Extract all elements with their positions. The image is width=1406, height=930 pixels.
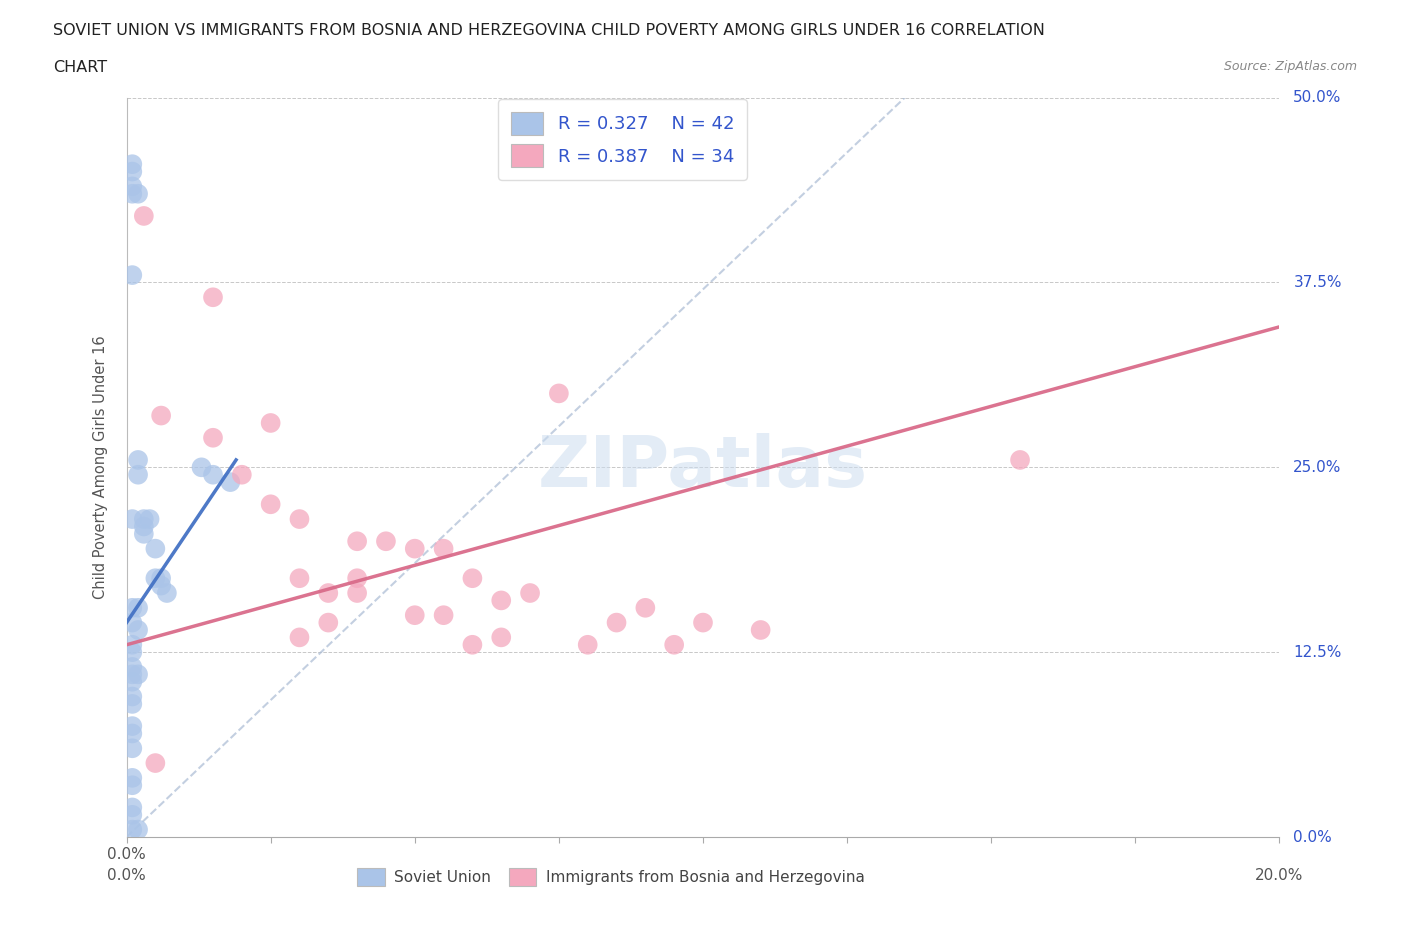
- Point: [288, 630, 311, 644]
- Point: [121, 186, 143, 201]
- Point: [121, 674, 143, 689]
- Point: [127, 186, 149, 201]
- Point: [433, 608, 456, 623]
- Point: [127, 822, 149, 837]
- Point: [121, 268, 143, 283]
- Text: SOVIET UNION VS IMMIGRANTS FROM BOSNIA AND HERZEGOVINA CHILD POVERTY AMONG GIRLS: SOVIET UNION VS IMMIGRANTS FROM BOSNIA A…: [53, 23, 1045, 38]
- Point: [121, 777, 143, 792]
- Point: [121, 697, 143, 711]
- Point: [433, 541, 456, 556]
- Point: [145, 571, 166, 586]
- Point: [138, 512, 160, 526]
- Point: [121, 689, 143, 704]
- Point: [288, 512, 311, 526]
- Point: [202, 431, 225, 445]
- Point: [489, 630, 512, 644]
- Point: [489, 593, 512, 608]
- Point: [1008, 453, 1031, 468]
- Point: [374, 534, 398, 549]
- Point: [127, 467, 149, 482]
- Point: [634, 601, 657, 616]
- Point: [121, 800, 143, 815]
- Point: [692, 615, 714, 630]
- Point: [150, 571, 173, 586]
- Point: [121, 822, 143, 837]
- Point: [121, 659, 143, 674]
- Point: [150, 408, 173, 423]
- Point: [121, 726, 143, 741]
- Text: 0.0%: 0.0%: [107, 868, 146, 883]
- Text: 20.0%: 20.0%: [1256, 868, 1303, 883]
- Point: [231, 467, 253, 482]
- Point: [121, 807, 143, 822]
- Point: [318, 615, 340, 630]
- Point: [346, 534, 368, 549]
- Point: [346, 586, 368, 601]
- Point: [121, 741, 143, 756]
- Point: [404, 541, 426, 556]
- Point: [461, 637, 484, 652]
- Point: [145, 755, 166, 770]
- Point: [132, 519, 155, 534]
- Point: [461, 571, 484, 586]
- Point: [202, 290, 225, 305]
- Text: 12.5%: 12.5%: [1294, 644, 1341, 659]
- Point: [519, 586, 541, 601]
- Point: [156, 586, 179, 601]
- Y-axis label: Child Poverty Among Girls Under 16: Child Poverty Among Girls Under 16: [93, 336, 108, 599]
- Point: [145, 541, 166, 556]
- Legend: Soviet Union, Immigrants from Bosnia and Herzegovina: Soviet Union, Immigrants from Bosnia and…: [352, 862, 870, 892]
- Point: [121, 637, 143, 652]
- Point: [190, 460, 212, 474]
- Point: [121, 667, 143, 682]
- Point: [121, 770, 143, 785]
- Text: 37.5%: 37.5%: [1294, 275, 1341, 290]
- Text: 50.0%: 50.0%: [1294, 90, 1341, 105]
- Point: [132, 208, 155, 223]
- Point: [548, 386, 571, 401]
- Point: [121, 512, 143, 526]
- Text: Source: ZipAtlas.com: Source: ZipAtlas.com: [1223, 60, 1357, 73]
- Point: [259, 416, 281, 431]
- Point: [121, 644, 143, 659]
- Point: [288, 571, 311, 586]
- Point: [127, 453, 149, 468]
- Point: [664, 637, 686, 652]
- Text: CHART: CHART: [53, 60, 107, 75]
- Point: [132, 512, 155, 526]
- Point: [127, 667, 149, 682]
- Point: [346, 571, 368, 586]
- Point: [259, 497, 281, 512]
- Point: [121, 601, 143, 616]
- Point: [404, 608, 426, 623]
- Point: [121, 615, 143, 630]
- Point: [150, 578, 173, 593]
- Text: 0.0%: 0.0%: [1294, 830, 1331, 844]
- Point: [127, 622, 149, 637]
- Point: [318, 586, 340, 601]
- Point: [219, 474, 242, 489]
- Point: [121, 179, 143, 193]
- Point: [749, 622, 772, 637]
- Point: [605, 615, 627, 630]
- Text: 25.0%: 25.0%: [1294, 459, 1341, 475]
- Point: [121, 157, 143, 172]
- Point: [202, 467, 225, 482]
- Point: [127, 601, 149, 616]
- Point: [576, 637, 599, 652]
- Point: [121, 719, 143, 734]
- Point: [121, 164, 143, 179]
- Text: ZIPatlas: ZIPatlas: [538, 432, 868, 502]
- Point: [132, 526, 155, 541]
